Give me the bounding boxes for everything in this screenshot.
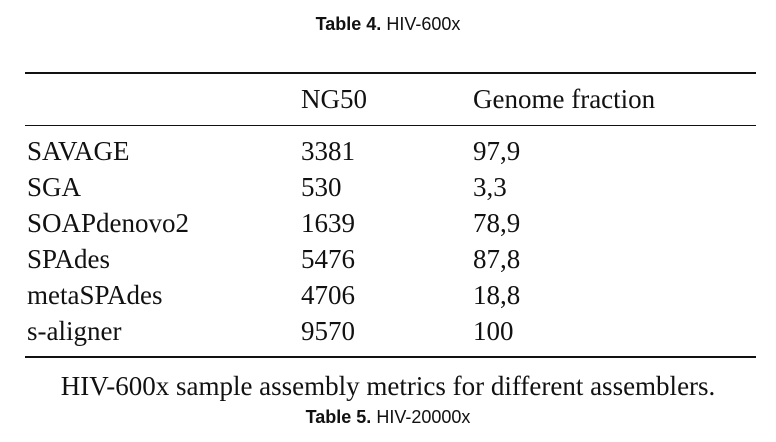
cell-assembler: SAVAGE [27, 136, 130, 166]
cell-genome-fraction: 100 [473, 316, 514, 346]
cell-ng50: 3381 [301, 136, 355, 166]
cell-ng50: 9570 [301, 316, 355, 346]
cell-genome-fraction: 3,3 [473, 172, 507, 202]
cell-genome-fraction: 97,9 [473, 136, 521, 166]
cell-ng50: 5476 [301, 244, 355, 274]
cell-assembler: SOAPdenovo2 [27, 208, 190, 238]
cell-assembler: SGA [27, 172, 82, 202]
cell-assembler: metaSPAdes [27, 280, 163, 310]
table-bottom-rule [25, 356, 756, 358]
header-ng50: NG50 [301, 84, 367, 114]
cell-assembler: s-aligner [27, 316, 122, 346]
cell-genome-fraction: 78,9 [473, 208, 521, 238]
cell-ng50: 4706 [301, 280, 355, 310]
table-header-rule [25, 125, 756, 126]
cell-assembler: SPAdes [27, 244, 111, 274]
table-4-title: HIV-600x [386, 14, 461, 34]
table-4-label: Table 4. [315, 14, 382, 34]
header-genome-fraction: Genome fraction [473, 84, 656, 114]
cell-ng50: 530 [301, 172, 342, 202]
table-footer-caption: HIV-600x sample assembly metrics for dif… [60, 371, 716, 401]
table-5-title: HIV-20000x [376, 407, 471, 427]
table-5-label: Table 5. [305, 407, 372, 427]
table-5-caption: Table 5. HIV-20000x [0, 407, 776, 428]
table-top-rule [25, 72, 756, 74]
cell-genome-fraction: 87,8 [473, 244, 521, 274]
cell-genome-fraction: 18,8 [473, 280, 521, 310]
table-4-caption: Table 4. HIV-600x [0, 14, 776, 35]
cell-ng50: 1639 [301, 208, 355, 238]
